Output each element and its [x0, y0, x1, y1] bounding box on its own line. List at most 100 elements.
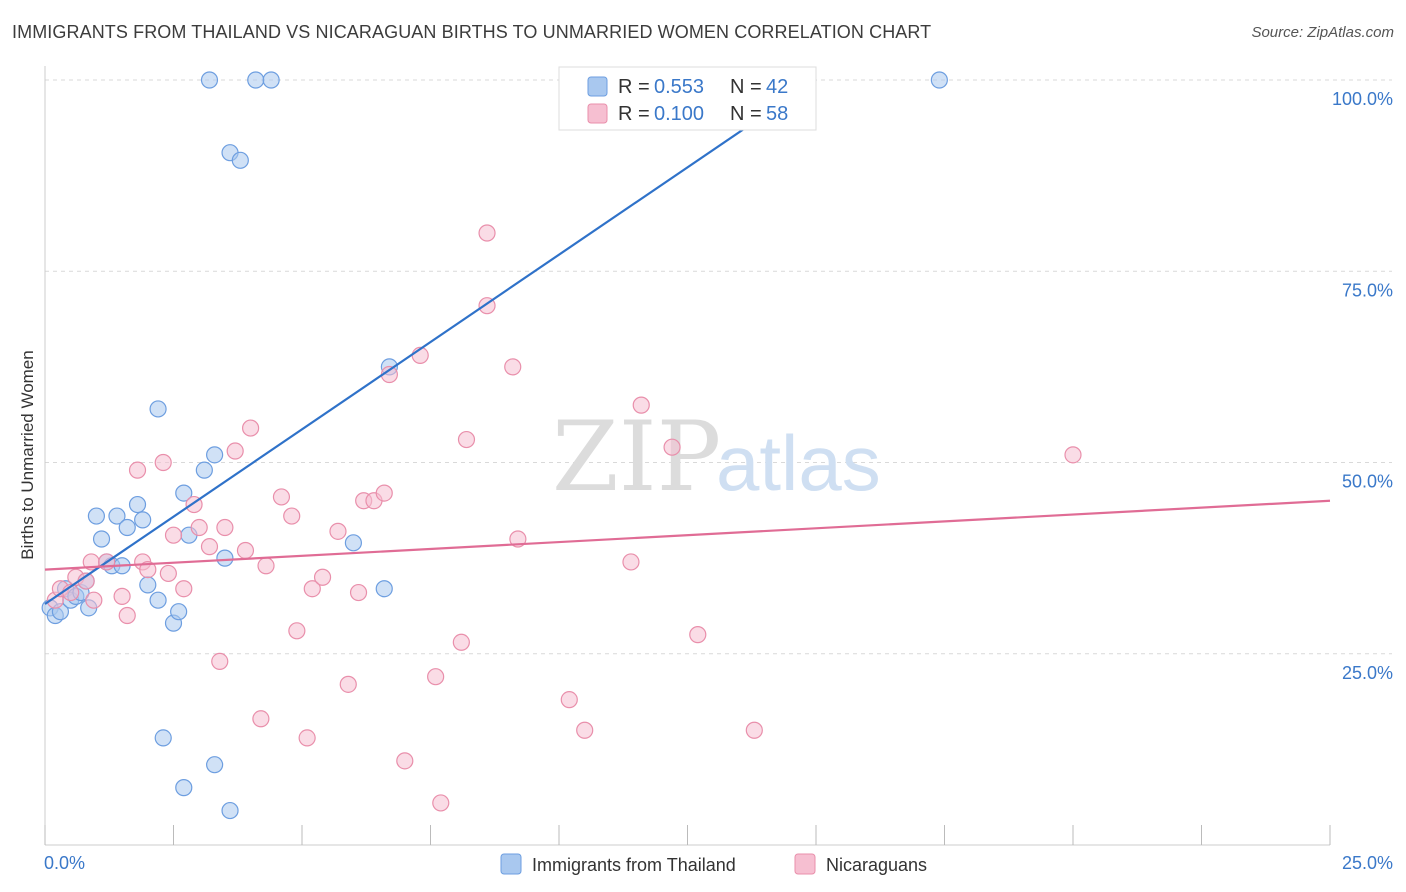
point-nicaraguans — [504, 358, 522, 376]
legend-r-value-1: 0.553 — [654, 76, 704, 98]
point-nicaraguans — [128, 461, 147, 479]
point-nicaraguans — [85, 591, 103, 609]
point-nicaraguans — [560, 691, 578, 709]
legend-r-label-1: R = — [618, 76, 650, 98]
point-nicaraguans — [396, 752, 414, 770]
legend-swatch-thailand — [587, 76, 608, 97]
trend-lines — [44, 79, 1331, 605]
point-nicaraguans — [745, 721, 763, 739]
point-nicaraguans — [190, 518, 208, 537]
y-tick-label: 75.0% — [1342, 280, 1393, 300]
point-nicaraguans — [689, 626, 707, 644]
point-nicaraguans — [257, 557, 275, 575]
legend: R = 0.553 N = 42 R = 0.100 N = 58 — [558, 66, 817, 131]
legend-n-label-2: N = — [730, 103, 762, 125]
bottom-legend-label-nicaraguans: Nicaraguans — [826, 855, 927, 875]
x-tick-label: 25.0% — [1342, 853, 1393, 873]
point-thailand — [344, 534, 362, 552]
trend-line-nicaraguans — [44, 499, 1331, 571]
grid-lines — [45, 79, 1392, 655]
source-label: Source: ZipAtlas.com — [1251, 24, 1394, 41]
point-nicaraguans — [303, 580, 321, 598]
watermark-atlas: atlas — [716, 419, 881, 507]
point-thailand — [128, 495, 147, 514]
point-nicaraguans — [478, 224, 496, 242]
point-nicaraguans — [242, 419, 260, 437]
legend-swatch-nicaraguans — [587, 103, 608, 124]
point-thailand — [231, 151, 249, 169]
point-thailand — [170, 603, 188, 621]
bottom-legend: Immigrants from Thailand Nicaraguans — [500, 853, 927, 875]
legend-n-value-1: 42 — [766, 76, 788, 98]
legend-r-value-2: 0.100 — [654, 103, 704, 125]
point-nicaraguans — [200, 538, 219, 556]
point-nicaraguans — [313, 568, 332, 586]
point-nicaraguans — [349, 583, 368, 602]
point-nicaraguans — [113, 587, 131, 605]
point-thailand — [375, 580, 393, 598]
legend-r-label-2: R = — [618, 103, 650, 125]
point-thailand — [206, 446, 224, 464]
point-thailand — [206, 756, 224, 774]
point-nicaraguans — [175, 580, 193, 598]
y-axis-label: Births to Unmarried Women — [18, 350, 37, 559]
point-nicaraguans — [339, 675, 357, 693]
axes — [44, 66, 1331, 846]
tick-labels: 25.0% 50.0% 75.0% 100.0% 0.0% 25.0% — [44, 89, 1393, 873]
point-thailand — [149, 591, 167, 609]
point-nicaraguans — [283, 507, 301, 525]
point-thailand — [930, 71, 948, 89]
y-tick-label: 100.0% — [1332, 89, 1393, 109]
point-thailand — [139, 576, 157, 594]
point-nicaraguans — [154, 453, 172, 472]
legend-n-label-1: N = — [730, 76, 762, 98]
point-nicaraguans — [576, 721, 594, 739]
y-tick-label: 50.0% — [1342, 472, 1393, 492]
point-nicaraguans — [118, 606, 136, 625]
point-nicaraguans — [622, 553, 640, 571]
point-nicaraguans — [375, 484, 393, 502]
point-thailand — [262, 71, 280, 89]
point-nicaraguans — [164, 526, 183, 544]
point-nicaraguans — [226, 442, 244, 460]
point-nicaraguans — [427, 668, 445, 686]
point-nicaraguans — [298, 729, 316, 747]
series-nicaraguans — [46, 224, 1082, 812]
point-nicaraguans — [272, 488, 291, 506]
point-thailand — [195, 461, 213, 479]
chart-title: IMMIGRANTS FROM THAILAND VS NICARAGUAN B… — [12, 22, 932, 42]
point-nicaraguans — [159, 564, 177, 583]
point-thailand — [175, 484, 193, 502]
bottom-legend-label-thailand: Immigrants from Thailand — [532, 855, 736, 875]
point-thailand — [92, 530, 111, 548]
point-nicaraguans — [632, 396, 650, 414]
point-thailand — [87, 507, 106, 525]
point-thailand — [149, 400, 167, 418]
point-nicaraguans — [1064, 446, 1082, 464]
point-thailand — [216, 549, 234, 567]
point-thailand — [108, 507, 126, 525]
x-tick-label: 0.0% — [44, 853, 85, 873]
point-thailand — [200, 71, 219, 89]
point-nicaraguans — [329, 522, 347, 540]
point-thailand — [221, 801, 239, 820]
point-nicaraguans — [288, 622, 306, 640]
point-nicaraguans — [432, 794, 450, 812]
point-nicaraguans — [236, 541, 255, 560]
point-thailand — [134, 511, 152, 529]
point-nicaraguans — [457, 430, 476, 449]
point-thailand — [247, 71, 265, 89]
point-nicaraguans — [216, 518, 234, 537]
point-nicaraguans — [252, 710, 270, 728]
watermark: ZIP atlas — [552, 401, 881, 513]
point-thailand — [154, 729, 172, 747]
point-thailand — [175, 779, 193, 797]
bottom-legend-swatch-nicaraguans — [794, 853, 816, 875]
legend-n-value-2: 58 — [766, 103, 788, 125]
trend-line-thailand — [44, 79, 817, 605]
bottom-legend-swatch-thailand — [500, 853, 522, 875]
y-tick-label: 25.0% — [1342, 663, 1393, 683]
point-nicaraguans — [211, 652, 229, 671]
point-thailand — [118, 518, 136, 537]
